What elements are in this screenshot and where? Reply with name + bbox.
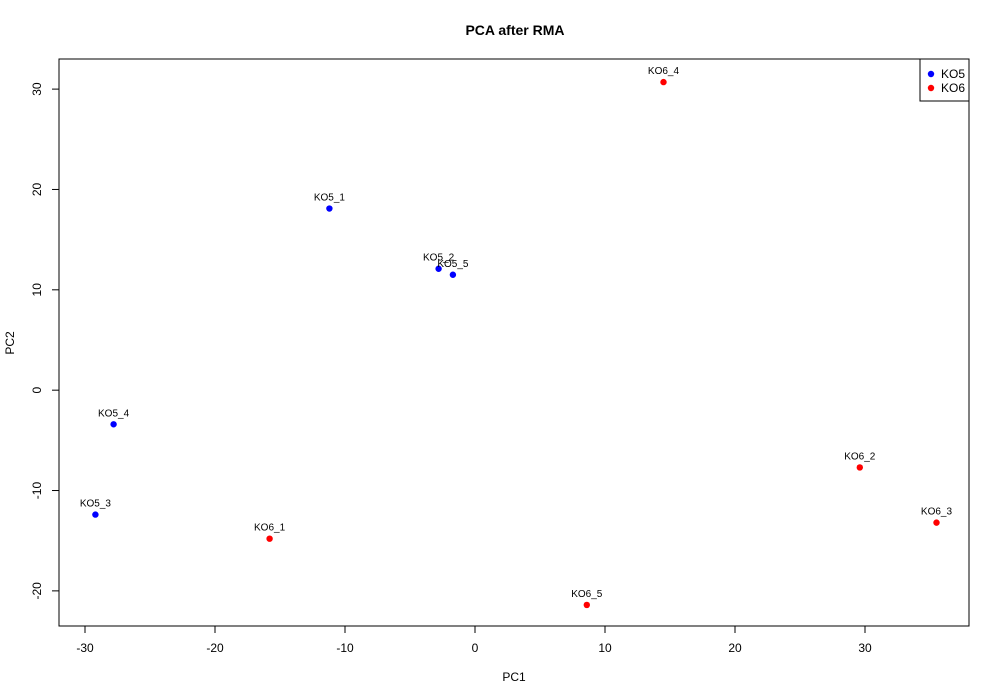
point-label: KO6_5: [571, 589, 603, 600]
data-point-ko5-2: [435, 265, 442, 272]
point-label: KO5_3: [80, 499, 112, 510]
point-label: KO5_2: [423, 253, 455, 264]
data-point-ko5-1: [326, 205, 333, 212]
legend-marker: [927, 70, 935, 78]
data-point-ko5-3: [92, 511, 99, 518]
x-tick-label: 0: [472, 641, 479, 655]
x-axis-label: PC1: [502, 670, 526, 684]
chart-title: PCA after RMA: [465, 22, 564, 38]
point-label: KO6_1: [254, 523, 286, 534]
y-tick-label: 0: [30, 387, 44, 394]
legend-marker: [927, 84, 935, 92]
point-label: KO5_4: [98, 408, 130, 419]
point-label: KO5_1: [314, 193, 346, 204]
data-point-ko6-1: [266, 535, 273, 542]
data-point-ko6-5: [583, 601, 590, 609]
legend-box: [919, 58, 970, 102]
point-label: KO6_3: [921, 507, 953, 518]
x-tick-label: -20: [206, 641, 224, 655]
data-point-ko6-4: [660, 78, 667, 86]
y-tick-label: 10: [30, 283, 44, 297]
x-tick-label: 20: [728, 641, 742, 655]
y-tick-label: 30: [30, 82, 44, 96]
x-axis: -30 -20 -10 0 10 20 30: [76, 625, 872, 655]
y-tick-label: -10: [30, 482, 44, 500]
x-tick-label: -30: [76, 641, 94, 655]
x-tick-label: 10: [598, 641, 612, 655]
point-label: KO6_4: [648, 66, 680, 77]
data-point-ko5-5: [449, 271, 457, 278]
data-point-ko6-3: [933, 519, 940, 526]
data-point-ko5-4: [110, 421, 117, 428]
x-tick-label: -10: [336, 641, 354, 655]
y-axis: -20 -10 0 10 20 30: [30, 82, 60, 600]
x-tick-label: 30: [858, 641, 872, 655]
legend-label: KO5: [941, 67, 965, 81]
data-point-ko6-2: [856, 464, 863, 471]
y-tick-label: -20: [30, 582, 44, 600]
point-label: KO5_5: [437, 259, 469, 270]
legend-label: KO6: [941, 81, 965, 95]
point-label: KO6_2: [844, 451, 876, 462]
y-axis-label: PC2: [3, 331, 17, 355]
plot-frame: [58, 58, 970, 627]
y-tick-label: 20: [30, 182, 44, 196]
